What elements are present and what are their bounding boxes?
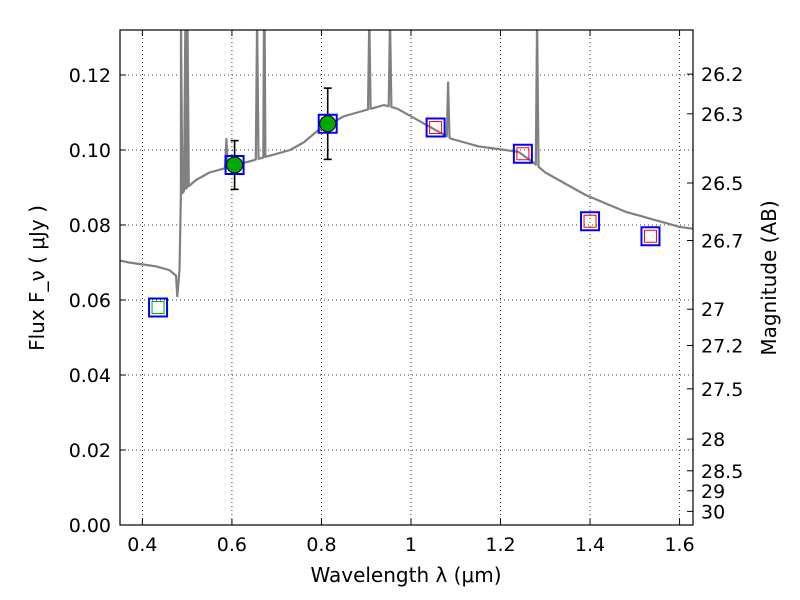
upper-limit-marker: [643, 229, 657, 243]
model-photometry-marker: [512, 143, 533, 164]
y-axis-title: Flux F_ν ( μJy ): [25, 205, 49, 351]
grid: [120, 30, 693, 526]
mag-tick-label: 27.5: [701, 379, 743, 401]
y-axis-right-title: Magnitude (AB): [757, 200, 781, 355]
mag-tick-label: 29: [701, 481, 725, 503]
upper-limit-marker: [429, 121, 443, 134]
y-tick-label: 0.06: [69, 290, 111, 312]
non-detection-marker: [151, 301, 165, 314]
mag-tick-label: 30: [701, 501, 725, 523]
x-tick-label: 1.2: [485, 534, 515, 556]
y-tick-label: 0.04: [69, 365, 111, 387]
upper-limit-marker: [516, 147, 530, 161]
x-tick-label: 0.8: [306, 534, 336, 556]
x-tick-label: 1.4: [575, 534, 605, 556]
model-photometry-marker: [425, 117, 446, 138]
model-photometry-marker: [640, 226, 661, 247]
model-spectrum-line: [120, 30, 693, 298]
upper-limit-marker: [583, 214, 597, 228]
mag-tick-label: 26.7: [701, 231, 743, 253]
x-axis-title: Wavelength λ (μm): [310, 563, 501, 587]
mag-tick-label: 28.5: [701, 461, 743, 483]
photometry-markers: [148, 113, 661, 318]
y-tick-label: 0.02: [69, 440, 111, 462]
model-photometry-marker: [580, 211, 601, 232]
observed-flux-point: [226, 156, 244, 174]
x-tick-label: 0.4: [127, 534, 157, 556]
y-axis-left: 0.00 0.02 0.04 0.06 0.08 0.10 0.12: [69, 65, 126, 537]
mag-tick-label: 26.2: [701, 64, 743, 86]
model-photometry-marker: [317, 113, 338, 134]
y-tick-label: 0.12: [69, 65, 111, 87]
mag-tick-label: 26.5: [701, 173, 743, 195]
x-tick-label: 0.6: [217, 534, 247, 556]
y-tick-label: 0.00: [69, 515, 111, 537]
mag-tick-label: 28: [701, 429, 725, 451]
x-tick-label: 1.6: [664, 534, 694, 556]
y-tick-label: 0.10: [69, 140, 111, 162]
model-photometry-marker: [148, 297, 169, 318]
mag-tick-label: 27.2: [701, 336, 743, 358]
mag-tick-label: 26.3: [701, 104, 743, 126]
plot-frame: [119, 29, 694, 526]
error-bars: [230, 87, 332, 191]
y-tick-label: 0.08: [69, 215, 111, 237]
x-axis: 0.4 0.6 0.8 1 1.2 1.4 1.6: [127, 30, 695, 556]
mag-tick-label: 27: [701, 299, 725, 321]
model-photometry-marker: [224, 155, 245, 175]
observed-flux-point: [319, 115, 337, 133]
x-tick-label: 1: [405, 534, 417, 556]
